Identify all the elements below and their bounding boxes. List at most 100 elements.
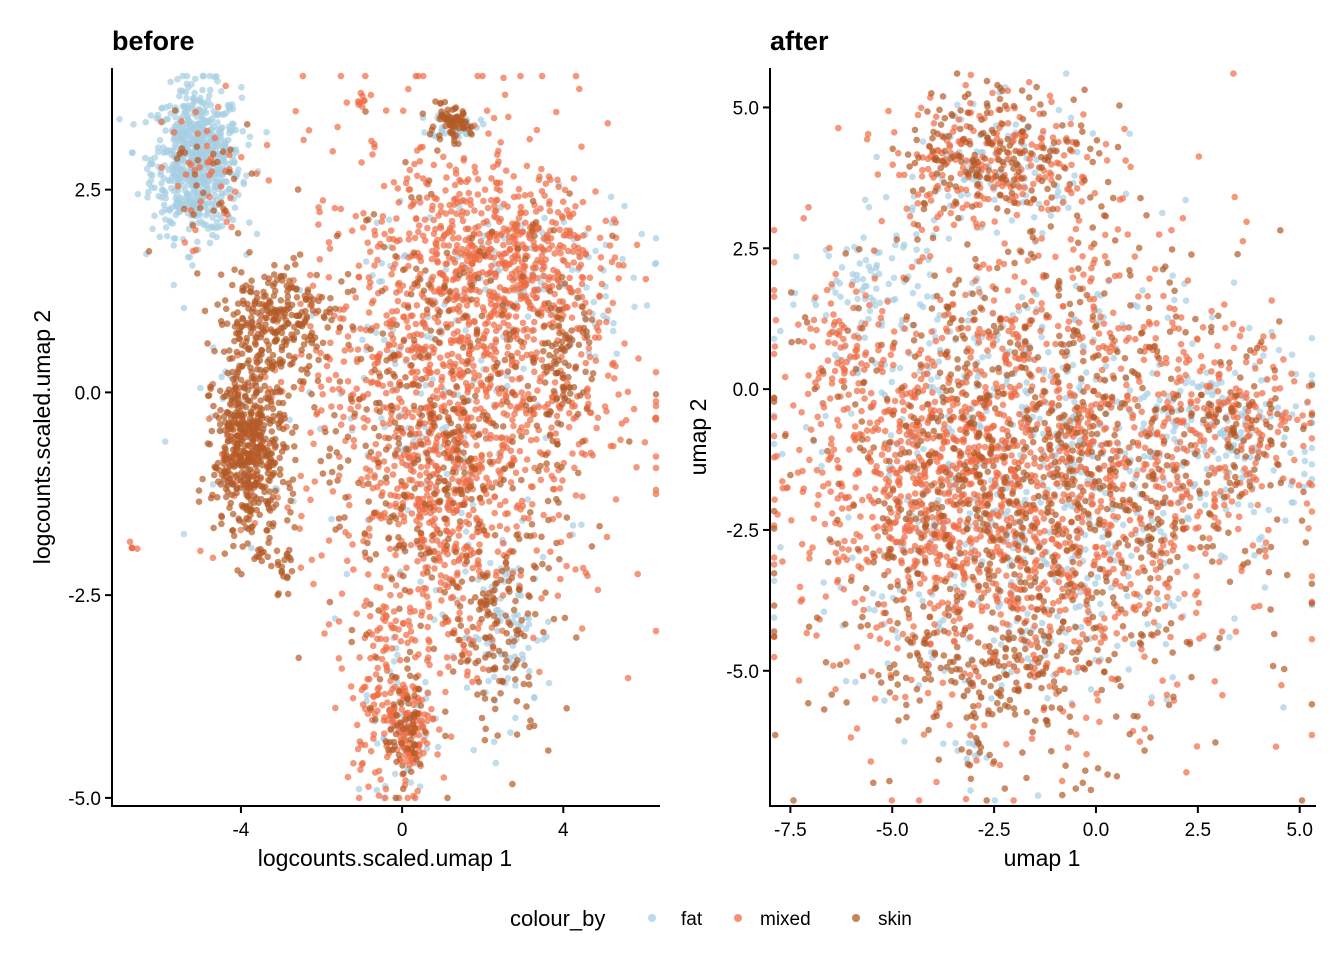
point-mixed xyxy=(525,515,532,522)
point-skin xyxy=(211,471,218,479)
point-mixed xyxy=(345,532,353,539)
point-skin xyxy=(445,115,452,123)
point-skin xyxy=(171,107,179,114)
point-skin xyxy=(270,271,278,278)
point-mixed xyxy=(517,72,524,80)
point-skin xyxy=(411,485,419,492)
point-mixed xyxy=(610,442,617,450)
point-fat xyxy=(526,667,533,675)
point-skin xyxy=(503,657,510,665)
point-mixed xyxy=(492,434,500,442)
point-fat xyxy=(209,224,216,231)
point-skin xyxy=(217,406,224,414)
point-mixed xyxy=(413,302,421,309)
point-mixed xyxy=(412,72,420,80)
point-mixed xyxy=(536,449,544,456)
point-mixed xyxy=(571,301,579,308)
point-skin xyxy=(273,547,281,555)
point-mixed xyxy=(426,361,434,368)
point-skin xyxy=(521,632,528,640)
point-mixed xyxy=(383,566,390,573)
point-mixed xyxy=(404,324,412,331)
point-skin xyxy=(298,366,305,373)
point-mixed xyxy=(504,203,511,210)
point-skin xyxy=(428,574,436,581)
point-mixed xyxy=(437,269,445,277)
point-mixed xyxy=(517,292,525,299)
point-fat xyxy=(156,136,164,144)
point-mixed xyxy=(197,198,204,205)
point-skin xyxy=(279,324,287,331)
point-mixed xyxy=(395,626,402,633)
point-skin xyxy=(264,553,272,561)
point-skin xyxy=(298,308,306,316)
point-fat xyxy=(422,678,429,686)
point-skin xyxy=(210,402,217,410)
point-skin xyxy=(528,521,536,528)
point-mixed xyxy=(523,351,531,359)
point-skin xyxy=(417,702,425,709)
point-mixed xyxy=(424,224,431,232)
point-skin xyxy=(274,591,282,599)
point-fat xyxy=(209,214,216,221)
point-skin xyxy=(461,469,468,477)
point-mixed xyxy=(415,651,422,658)
point-mixed xyxy=(429,715,437,722)
point-skin xyxy=(230,175,238,183)
point-mixed xyxy=(505,312,513,319)
point-mixed xyxy=(453,210,460,217)
point-skin xyxy=(579,389,587,396)
point-skin xyxy=(529,575,537,583)
point-mixed xyxy=(531,286,538,294)
point-mixed xyxy=(315,204,322,211)
point-skin xyxy=(522,402,530,409)
point-skin xyxy=(406,648,414,656)
point-mixed xyxy=(412,320,420,328)
point-mixed xyxy=(377,511,385,519)
point-mixed xyxy=(515,193,522,200)
point-mixed xyxy=(652,486,660,494)
point-fat xyxy=(507,729,514,736)
point-skin xyxy=(277,273,285,281)
point-skin xyxy=(366,556,374,563)
point-skin xyxy=(484,412,491,419)
point-skin xyxy=(575,341,583,349)
point-skin xyxy=(436,530,444,537)
point-skin xyxy=(407,291,415,298)
point-mixed xyxy=(603,408,610,415)
point-mixed xyxy=(374,691,381,699)
point-mixed xyxy=(414,172,421,180)
point-mixed xyxy=(451,248,459,256)
point-mixed xyxy=(178,118,185,125)
point-fat xyxy=(652,235,660,242)
point-mixed xyxy=(442,574,450,581)
point-fat xyxy=(376,278,383,285)
point-skin xyxy=(596,522,603,530)
point-mixed xyxy=(548,424,555,432)
point-skin xyxy=(435,312,442,319)
point-mixed xyxy=(387,591,394,599)
point-fat xyxy=(1038,333,1045,341)
point-skin xyxy=(509,438,516,446)
point-skin xyxy=(328,316,335,324)
point-skin xyxy=(399,762,406,769)
point-skin xyxy=(383,357,390,364)
point-skin xyxy=(333,449,341,456)
point-mixed xyxy=(331,204,339,212)
point-mixed xyxy=(367,91,375,99)
point-fat xyxy=(492,759,500,767)
point-fat xyxy=(240,180,248,188)
point-skin xyxy=(431,422,439,430)
point-skin xyxy=(215,414,223,422)
point-mixed xyxy=(364,473,372,481)
point-skin xyxy=(363,406,371,413)
point-mixed xyxy=(446,225,454,232)
point-skin xyxy=(231,380,239,387)
y-tick-label: 0.0 xyxy=(75,383,101,404)
x-tick-label: -4 xyxy=(232,820,249,841)
point-skin xyxy=(450,137,458,144)
point-mixed xyxy=(403,564,410,572)
point-mixed xyxy=(379,420,387,427)
point-mixed xyxy=(394,493,402,500)
point-skin xyxy=(238,269,245,276)
